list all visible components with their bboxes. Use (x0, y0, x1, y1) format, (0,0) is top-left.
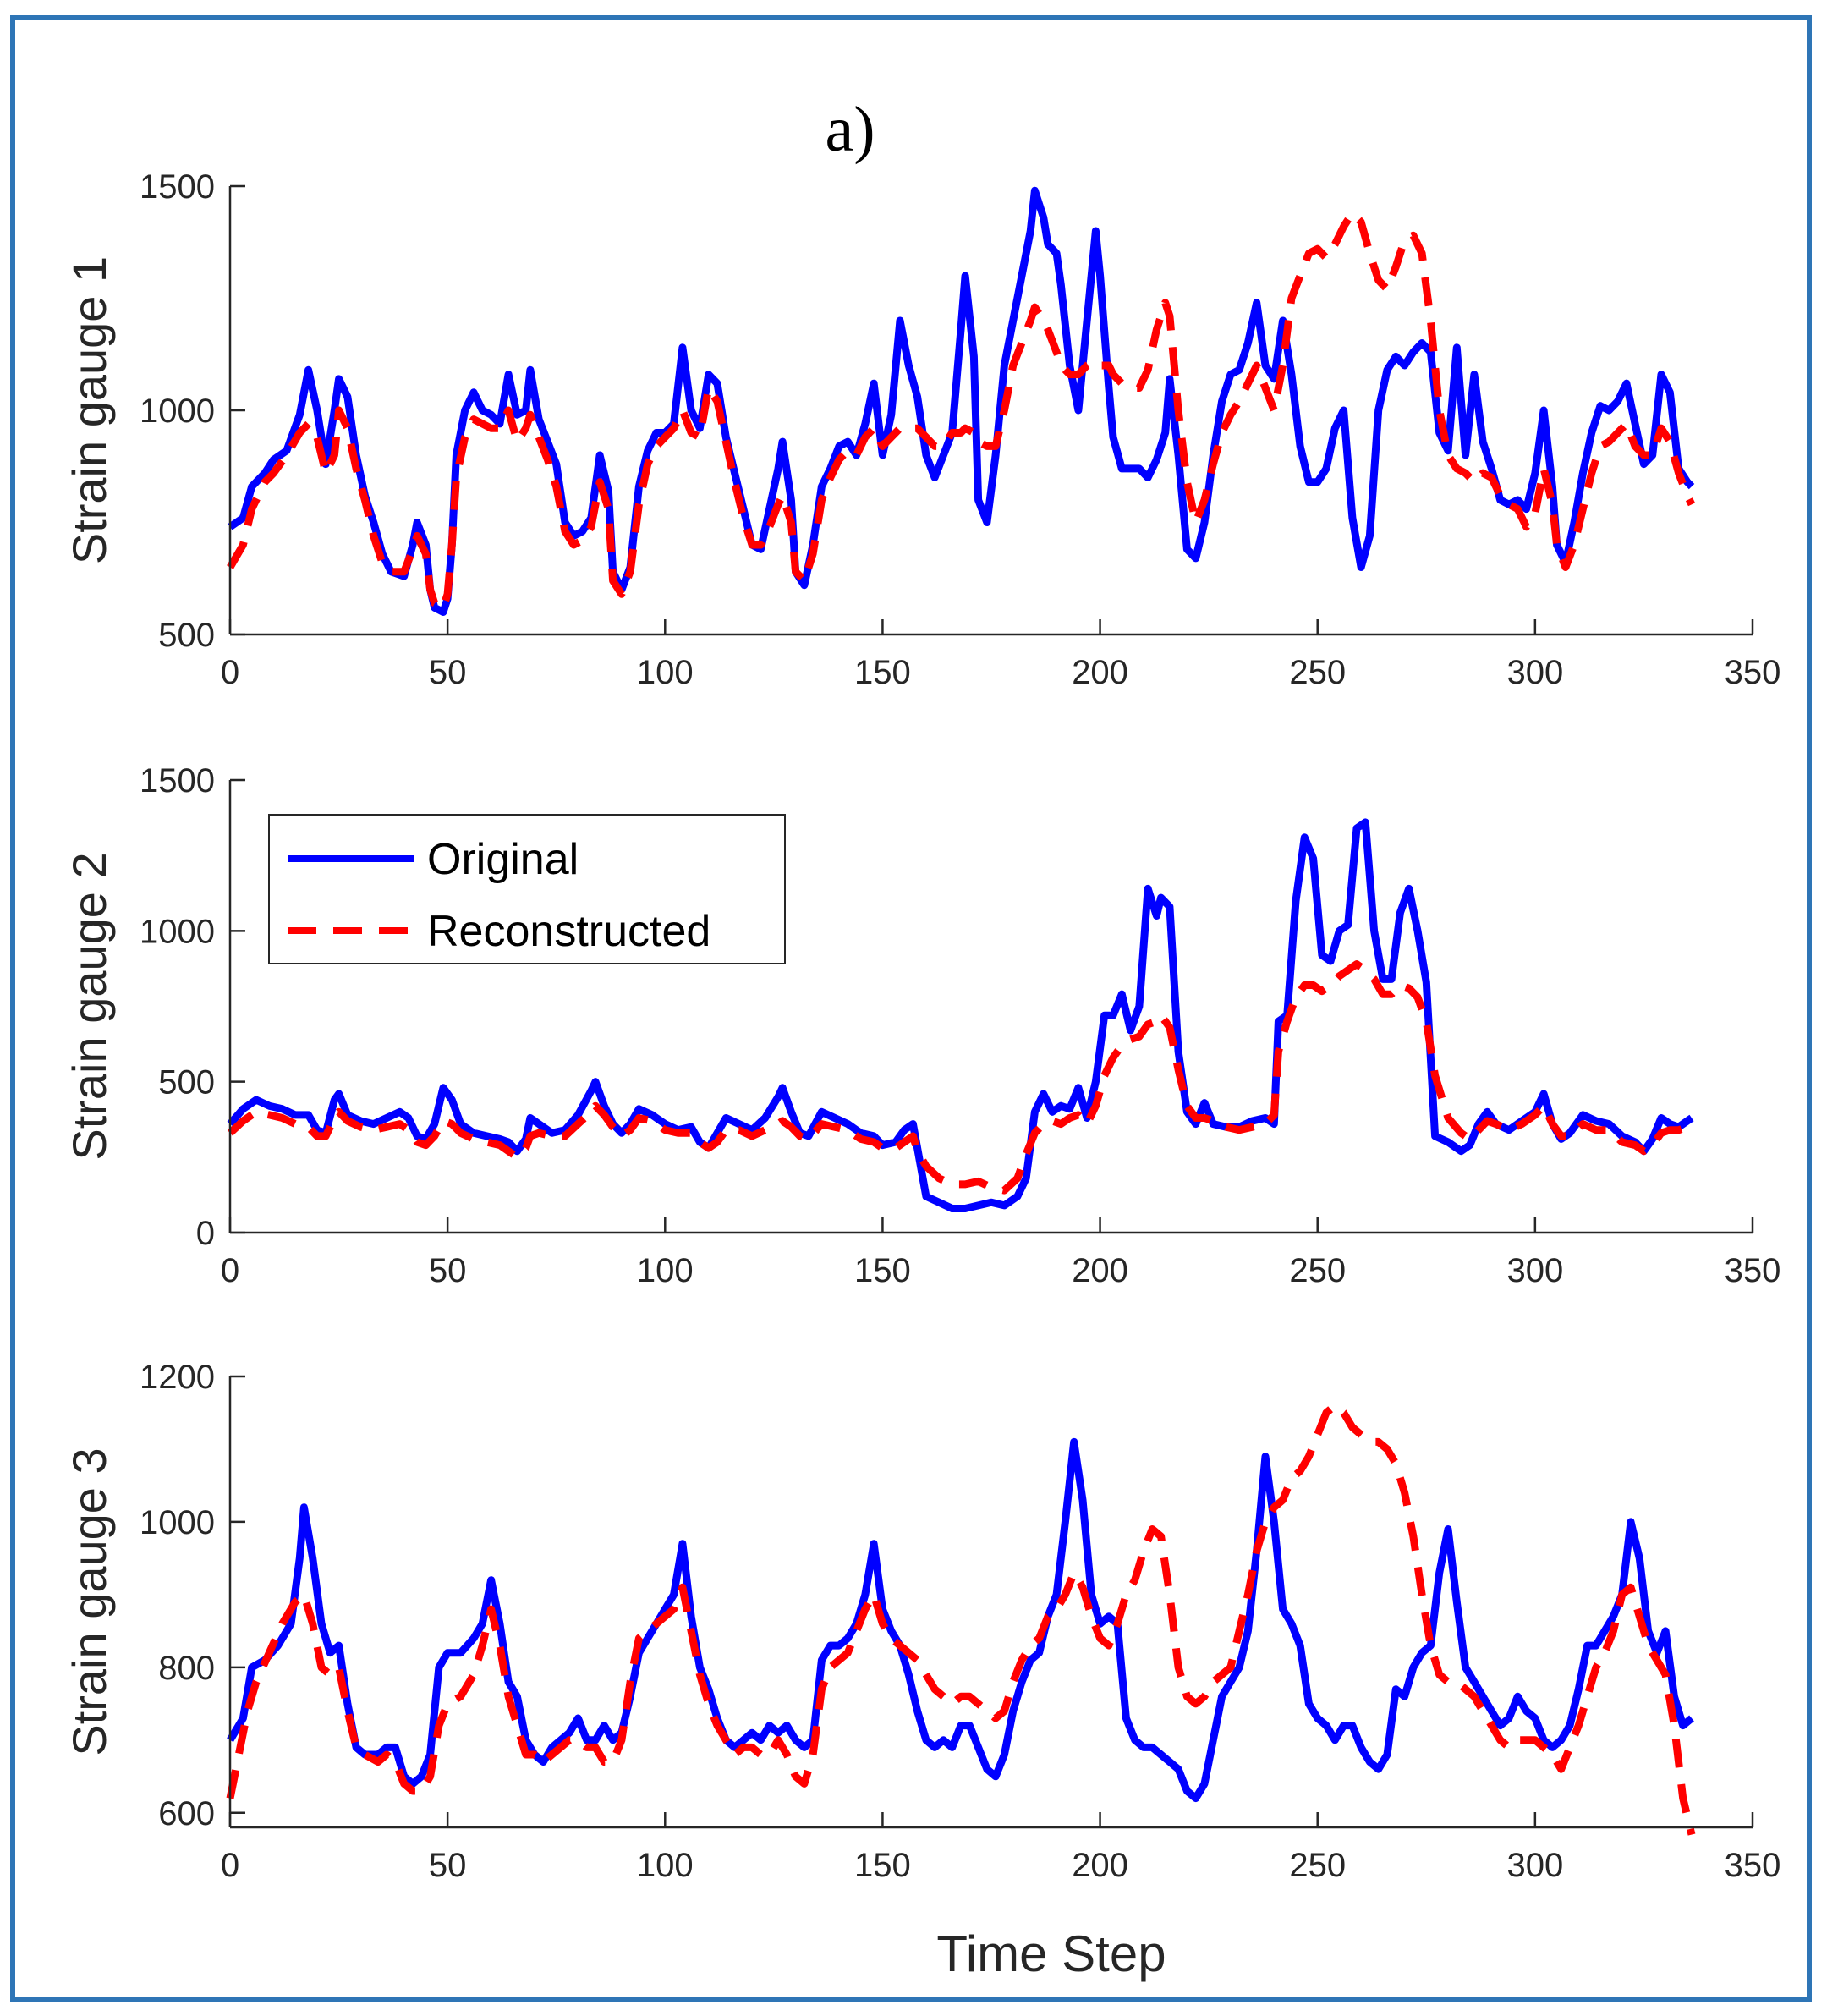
x-tick-label: 150 (854, 1847, 911, 1884)
series-reconstructed-line-3 (226, 1401, 1696, 1836)
x-tick-label: 350 (1725, 654, 1781, 691)
legend: Original Reconstructed (268, 814, 786, 964)
x-tick-label: 0 (221, 1847, 239, 1884)
series-original-line-3 (227, 1437, 1694, 1803)
panel-3: 0 50 100 150 200 250 300 350 600 800 1000 1200 Strai… (63, 1359, 1780, 1884)
x-tick-label: 200 (1072, 1847, 1128, 1884)
x-tick-label: 100 (637, 1847, 694, 1884)
y-tick-label: 500 (158, 617, 215, 654)
x-tick-label: 250 (1289, 1847, 1346, 1884)
x-tick-label: 350 (1725, 1252, 1781, 1289)
y-tick-label: 1000 (140, 1504, 215, 1541)
x-tick-label: 300 (1506, 1252, 1563, 1289)
y-tick-label: 1500 (140, 762, 215, 799)
series-original-line-2 (227, 818, 1694, 1212)
y-tick-label: 600 (158, 1795, 215, 1832)
x-tick-label: 50 (429, 654, 467, 691)
x-tick-label: 300 (1506, 1847, 1563, 1884)
x-tick-label: 250 (1289, 1252, 1346, 1289)
x-tick-label: 300 (1506, 654, 1563, 691)
x-tick-label: 50 (429, 1847, 467, 1884)
legend-original-label: Original (427, 835, 579, 884)
y-axis-label-2: Strain gauge 2 (63, 852, 116, 1160)
panel-2: 0 50 100 150 200 250 300 350 0 500 1000 1500 Strain … (63, 762, 1780, 1289)
x-tick-label: 150 (854, 1252, 911, 1289)
x-tick-label: 100 (637, 654, 694, 691)
y-axis-label-3: Strain gauge 3 (63, 1447, 116, 1755)
series-original-line-1 (228, 186, 1695, 616)
y-tick-label: 800 (158, 1650, 215, 1687)
series-reconstructed-line-2 (227, 960, 1692, 1195)
legend-box (268, 814, 786, 964)
y-tick-label: 1500 (140, 168, 215, 206)
x-tick-label: 200 (1072, 1252, 1128, 1289)
y-tick-label: 500 (158, 1064, 215, 1101)
y-tick-label: 1000 (140, 913, 215, 950)
y-tick-label: 1200 (140, 1359, 215, 1396)
x-tick-label: 350 (1725, 1847, 1781, 1884)
series-reconstructed-line-1 (227, 209, 1696, 612)
x-tick-label: 50 (429, 1252, 467, 1289)
panel-1: 0 50 100 150 200 250 300 350 500 1000 1500 Strain g… (63, 168, 1780, 691)
x-tick-label: 0 (221, 654, 239, 691)
x-tick-label: 250 (1289, 654, 1346, 691)
x-axis-label: Time Step (936, 1925, 1166, 1982)
x-tick-label: 0 (221, 1252, 239, 1289)
panel-label: a) (825, 94, 875, 165)
x-tick-label: 150 (854, 654, 911, 691)
x-tick-label: 100 (637, 1252, 694, 1289)
y-tick-label: 1000 (140, 393, 215, 430)
legend-reconstructed-label: Reconstructed (427, 907, 710, 956)
x-tick-label: 200 (1072, 654, 1128, 691)
y-axis-label-1: Strain gauge 1 (63, 256, 116, 564)
y-tick-label: 0 (196, 1215, 215, 1252)
